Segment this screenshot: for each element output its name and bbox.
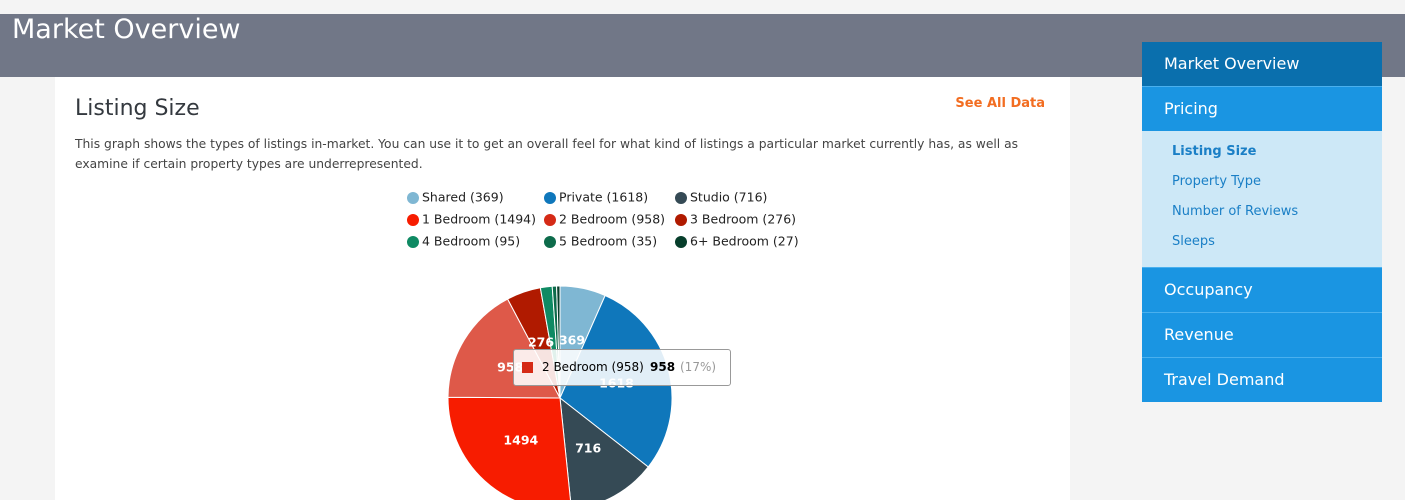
nav-item[interactable]: Occupancy xyxy=(1142,267,1382,312)
legend-label[interactable]: 6+ Bedroom (27) xyxy=(690,234,799,249)
submenu-item[interactable]: Property Type xyxy=(1172,174,1262,189)
card-description: This graph shows the types of listings i… xyxy=(75,137,1019,171)
card-title: Listing Size xyxy=(75,96,200,121)
submenu-item[interactable]: Number of Reviews xyxy=(1172,204,1299,219)
legend-swatch xyxy=(675,236,687,248)
slice-label: 369 xyxy=(559,333,585,348)
tooltip-label: 2 Bedroom (958) xyxy=(542,360,644,374)
page-title: Market Overview xyxy=(12,14,241,45)
legend-swatch xyxy=(675,214,687,226)
legend-swatch xyxy=(407,214,419,226)
tooltip: 2 Bedroom (958) 958 (17%) xyxy=(513,349,731,386)
tooltip-swatch xyxy=(522,362,533,373)
slice-label: 1494 xyxy=(503,433,538,448)
nav-item[interactable]: Revenue xyxy=(1142,312,1382,357)
legend-label[interactable]: 1 Bedroom (1494) xyxy=(422,212,536,227)
see-all-link[interactable]: See All Data xyxy=(955,96,1045,111)
legend-label[interactable]: 5 Bedroom (35) xyxy=(559,234,657,249)
legend-swatch xyxy=(407,192,419,204)
legend-label[interactable]: Private (1618) xyxy=(559,190,648,205)
submenu-item[interactable]: Listing Size xyxy=(1172,144,1257,159)
slice-label: 276 xyxy=(528,334,554,349)
tooltip-value: 958 xyxy=(650,360,676,374)
legend-swatch xyxy=(544,236,556,248)
legend-label[interactable]: 2 Bedroom (958) xyxy=(559,212,665,227)
legend-swatch xyxy=(407,236,419,248)
slice-label: 716 xyxy=(575,440,601,455)
legend-label[interactable]: 4 Bedroom (95) xyxy=(422,234,520,249)
nav-item[interactable]: Pricing xyxy=(1142,86,1382,131)
legend-swatch xyxy=(544,192,556,204)
legend-label[interactable]: Shared (369) xyxy=(422,190,504,205)
submenu-item[interactable]: Sleeps xyxy=(1172,234,1215,249)
submenu: Listing Size Property Type Number of Revie… xyxy=(1142,131,1382,267)
legend-label[interactable]: Studio (716) xyxy=(690,190,767,205)
legend-label[interactable]: 3 Bedroom (276) xyxy=(690,212,796,227)
sidebar: Market Overview Pricing Listing Size Proper… xyxy=(1142,42,1382,402)
legend-swatch xyxy=(544,214,556,226)
nav-item[interactable]: Market Overview xyxy=(1142,42,1382,86)
nav-item[interactable]: Travel Demand xyxy=(1142,357,1382,402)
tooltip-percent: (17%) xyxy=(680,360,717,374)
pie-slice[interactable] xyxy=(447,396,571,500)
pie-slice[interactable] xyxy=(559,396,649,500)
legend-swatch xyxy=(675,192,687,204)
